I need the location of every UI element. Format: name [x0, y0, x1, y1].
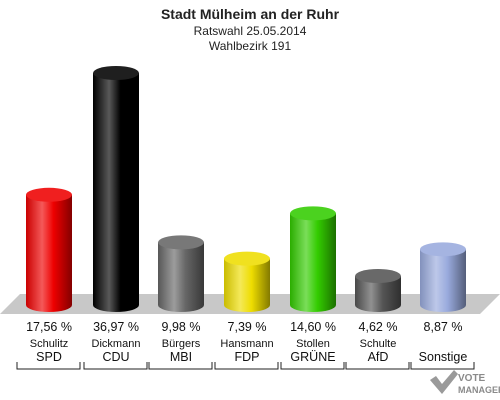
bar-grune [290, 206, 336, 312]
candidate-label-fdp: Hansmann [220, 338, 273, 350]
bar-fdp [224, 251, 270, 312]
vote-manager-checkmark-icon [430, 370, 458, 394]
candidate-label-afd: Schulte [360, 338, 397, 350]
party-label-fdp: FDP [235, 350, 260, 364]
value-label-spd: 17,56 % [26, 320, 72, 334]
party-label-grune: GRÜNE [290, 350, 335, 364]
candidate-label-spd: Schulitz [30, 338, 69, 350]
category-bracket-mbi [148, 362, 213, 370]
party-label-spd: SPD [36, 350, 62, 364]
bar-afd [355, 269, 401, 312]
party-label-sonstige: Sonstige [419, 350, 468, 364]
chart-subtitle-district: Wahlbezirk 191 [208, 39, 292, 53]
party-label-afd: AfD [368, 350, 389, 364]
party-label-cdu: CDU [102, 350, 129, 364]
candidate-label-grune: Stollen [296, 338, 330, 350]
category-bracket-fdp [214, 362, 279, 370]
candidate-label-cdu: Dickmann [92, 338, 141, 350]
chart-title: Stadt Mülheim an der Ruhr [160, 6, 340, 22]
category-bracket-cdu [83, 362, 148, 370]
value-label-afd: 4,62 % [359, 320, 398, 334]
chart-subtitle-election: Ratswahl 25.05.2014 [193, 24, 307, 38]
value-label-fdp: 7,39 % [228, 320, 267, 334]
logo-line-2: MANAGER [458, 385, 500, 395]
value-label-cdu: 36,97 % [93, 320, 139, 334]
vote-manager-logo: VOTE MANAGER [430, 370, 500, 395]
category-bracket-grune [280, 362, 345, 370]
bar-cdu [93, 66, 139, 312]
value-label-mbi: 9,98 % [162, 320, 201, 334]
bar-sonstige [420, 242, 466, 312]
category-bracket-afd [345, 362, 410, 370]
bar-spd [26, 187, 72, 312]
category-bracket-sonstige [410, 362, 475, 370]
bar-mbi [158, 235, 204, 312]
value-label-grune: 14,60 % [290, 320, 336, 334]
category-bracket-spd [16, 362, 81, 370]
candidate-label-mbi: Bürgers [162, 338, 201, 350]
party-label-mbi: MBI [170, 350, 192, 364]
value-label-sonstige: 8,87 % [424, 320, 463, 334]
logo-line-1: VOTE [458, 373, 486, 384]
